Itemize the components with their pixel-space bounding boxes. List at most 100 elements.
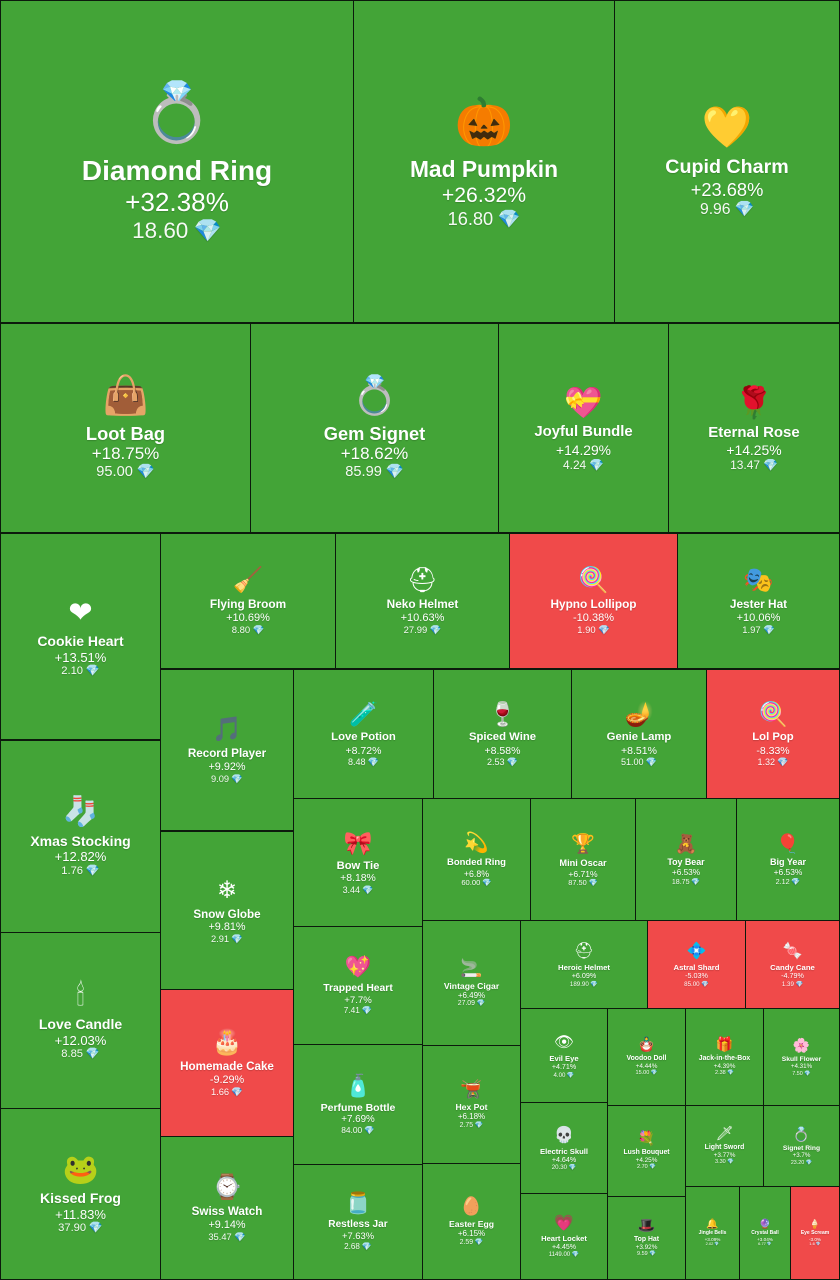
tile-change: +10.69% [226,612,270,625]
tile-jester-hat[interactable]: 🎭 Jester Hat +10.06% 1.97 💎 [677,533,840,669]
diamond-icon: 💎 [734,201,755,219]
wine-glass-icon: 🍷 [487,701,518,728]
tile-candy-cane[interactable]: 🍬 Candy Cane -4.79% 1.39 💎 [745,920,840,1009]
tile-name: Bow Tie [336,859,380,872]
tile-price: 189.90 💎 [570,981,598,988]
tile-hypno-lollipop[interactable]: 🍭 Hypno Lollipop -10.38% 1.90 💎 [509,533,678,669]
tile-mad-pumpkin[interactable]: 🎃 Mad Pumpkin +26.32% 16.80 💎 [353,0,615,323]
tile-skull-flower[interactable]: 🌸 Skull Flower +4.31% 7.50💎 [763,1008,840,1106]
tile-top-hat[interactable]: 🎩 Top Hat +3.92% 9.59💎 [607,1196,686,1280]
tile-spiced-wine[interactable]: 🍷 Spiced Wine +8.58% 2.53 💎 [433,669,572,799]
tile-bow-tie[interactable]: 🎀 Bow Tie +8.18% 3.44 💎 [293,798,423,927]
tile-love-candle[interactable]: 🕯 Love Candle +12.03% 8.85 💎 [0,932,161,1109]
diamond-icon: 💎 [701,980,709,988]
tile-change: +12.82% [54,849,107,865]
tile-change: +8.51% [621,744,657,757]
tile-toy-bear[interactable]: 🧸 Toy Bear +6.53% 18.75 💎 [635,798,737,921]
tile-homemade-cake[interactable]: 🎂 Homemade Cake -9.29% 1.66 💎 [160,989,294,1137]
tile-lol-pop[interactable]: 🍭 Lol Pop -8.33% 1.32 💎 [706,669,840,799]
sword-icon: 🗡 [715,1126,734,1143]
tile-trapped-heart[interactable]: 💖 Trapped Heart +7.7% 7.41 💎 [293,926,423,1045]
tile-name: Love Potion [331,731,396,744]
tile-mini-oscar[interactable]: 🏆 Mini Oscar +6.71% 87.50 💎 [530,798,636,921]
tile-record-player[interactable]: 🎵 Record Player +9.92% 9.09 💎 [160,669,294,831]
tile-change: +8.18% [340,873,376,885]
tile-gem-signet[interactable]: 💍 Gem Signet +18.62% 85.99 💎 [250,323,499,533]
price-value: 189.90 [569,980,589,988]
tile-love-potion[interactable]: 🧪 Love Potion +8.72% 8.48 💎 [293,669,434,799]
tile-crystal-ball[interactable]: 🔮 Crystal Ball +3.04% 6.77💎 [739,1186,791,1280]
price-value: 37.90 [58,1222,87,1235]
diamond-icon: 💎 [429,625,442,637]
tile-name: Mini Oscar [559,857,607,868]
tile-change: +4.39% [713,1062,736,1070]
tile-kissed-frog[interactable]: 🐸 Kissed Frog +11.83% 37.90 💎 [0,1108,161,1280]
tile-price: 2.12 💎 [776,877,801,887]
tile-eye-scream[interactable]: 🍦 Eye Scream -3.0% 1.6💎 [790,1186,840,1280]
tile-name: Xmas Stocking [30,832,131,849]
tile-snow-globe[interactable]: ❄ Snow Globe +9.81% 2.91 💎 [160,831,294,990]
tile-change: +6.18% [457,1112,486,1122]
jar-icon: 🫙 [345,1192,371,1216]
tile-eternal-rose[interactable]: 🌹 Eternal Rose +14.25% 13.47 💎 [668,323,840,533]
tile-price: 37.90 💎 [58,1222,103,1235]
price-value: 85.00 [684,980,700,988]
tile-easter-egg[interactable]: 🥚 Easter Egg +6.15% 2.59 💎 [422,1163,521,1280]
tile-cupid-charm[interactable]: 💛 Cupid Charm +23.68% 9.96 💎 [614,0,840,323]
tile-genie-lamp[interactable]: 🪔 Genie Lamp +8.51% 51.00 💎 [571,669,707,799]
tile-cookie-heart[interactable]: ❤ Cookie Heart +13.51% 2.10 💎 [0,533,161,740]
tile-xmas-stocking[interactable]: 🧦 Xmas Stocking +12.82% 1.76 💎 [0,740,161,933]
price-value: 3.44 [342,885,361,896]
tile-restless-jar[interactable]: 🫙 Restless Jar +7.63% 2.68 💎 [293,1164,423,1280]
tile-loot-bag[interactable]: 👜 Loot Bag +18.75% 95.00 💎 [0,323,251,533]
tile-price: 3.30💎 [715,1159,734,1165]
tile-voodoo-doll[interactable]: 🪆 Voodoo Doll +4.44% 15.00💎 [607,1008,686,1106]
price-value: 8.80 [231,625,251,637]
tile-price: 4.00 💎 [553,1072,574,1079]
tile-big-year[interactable]: 🎈 Big Year +6.53% 2.12 💎 [736,798,840,921]
tile-price: 13.47 💎 [730,458,778,472]
tile-evil-eye[interactable]: 👁 Evil Eye +4.71% 4.00 💎 [520,1008,608,1103]
tile-bonded-ring[interactable]: 💫 Bonded Ring +6.8% 60.00 💎 [422,798,531,921]
tile-jack-in-the-box[interactable]: 🎁 Jack-in-the-Box +4.39% 2.38💎 [685,1008,764,1106]
price-value: 7.41 [343,1006,360,1016]
tile-change: +6.71% [568,868,598,879]
tile-lush-bouquet[interactable]: 💐 Lush Bouquet +4.25% 2.70💎 [607,1105,686,1197]
tile-change: +3.77% [713,1151,736,1159]
tile-vintage-cigar[interactable]: 🚬 Vintage Cigar +6.49% 27.09 💎 [422,920,521,1046]
tile-flying-broom[interactable]: 🧹 Flying Broom +10.69% 8.80 💎 [160,533,336,669]
candle-icon: 🕯 [76,979,85,1012]
tile-diamond-ring[interactable]: 💍 Diamond Ring +32.38% 18.60 💎 [0,0,354,323]
tile-price: 1.90 💎 [577,625,610,636]
tile-hex-pot[interactable]: 🫕 Hex Pot +6.18% 2.75 💎 [422,1045,521,1164]
tile-astral-shard[interactable]: 💠 Astral Shard -5.03% 85.00 💎 [647,920,746,1009]
tile-electric-skull[interactable]: 💀 Electric Skull +4.64% 20.30 💎 [520,1102,608,1194]
ice-cream-icon: 🍦 [809,1218,821,1229]
tile-jingle-bells[interactable]: 🔔 Jingle Bells +3.09% 2.02💎 [685,1186,740,1280]
diamond-icon: 💎 [136,464,155,481]
tile-name: Cupid Charm [665,156,789,179]
tile-price: 7.41 💎 [344,1006,372,1016]
tile-light-sword[interactable]: 🗡 Light Sword +3.77% 3.30💎 [685,1105,764,1187]
tile-name: Eternal Rose [708,424,800,442]
tile-change: +9.81% [208,921,246,934]
diamond-icon: 💎 [234,1231,246,1242]
tile-name: Hex Pot [455,1102,488,1113]
price-value: 1.66 [210,1086,230,1097]
tile-name: Bonded Ring [447,857,506,869]
tile-joyful-bundle[interactable]: 💝 Joyful Bundle +14.29% 4.24 💎 [498,323,669,533]
tile-heart-locket[interactable]: 💗 Heart Locket +4.45% 1149.00 💎 [520,1193,608,1280]
tile-signet-ring[interactable]: 💍 Signet Ring +3.7% 23.20💎 [763,1105,840,1187]
tile-name: Light Sword [704,1143,745,1151]
diamond-icon: 💎 [597,625,610,637]
diamond-icon: 💎 [364,1124,375,1135]
diamond-icon: 💎 [649,1164,656,1171]
tile-price: 2.53 💎 [487,757,518,768]
tile-price: 18.75 💎 [672,878,700,886]
tile-neko-helmet[interactable]: ⛑ Neko Helmet +10.63% 27.99 💎 [335,533,510,669]
tile-name: Skull Flower [781,1055,822,1063]
tile-perfume-bottle[interactable]: 🧴 Perfume Bottle +7.69% 84.00 💎 [293,1044,423,1165]
tile-heroic-helmet[interactable]: ⛑ Heroic Helmet +6.09% 189.90 💎 [520,920,648,1009]
tile-name: Vintage Cigar [443,980,500,991]
tile-swiss-watch[interactable]: ⌚ Swiss Watch +9.14% 35.47 💎 [160,1136,294,1280]
